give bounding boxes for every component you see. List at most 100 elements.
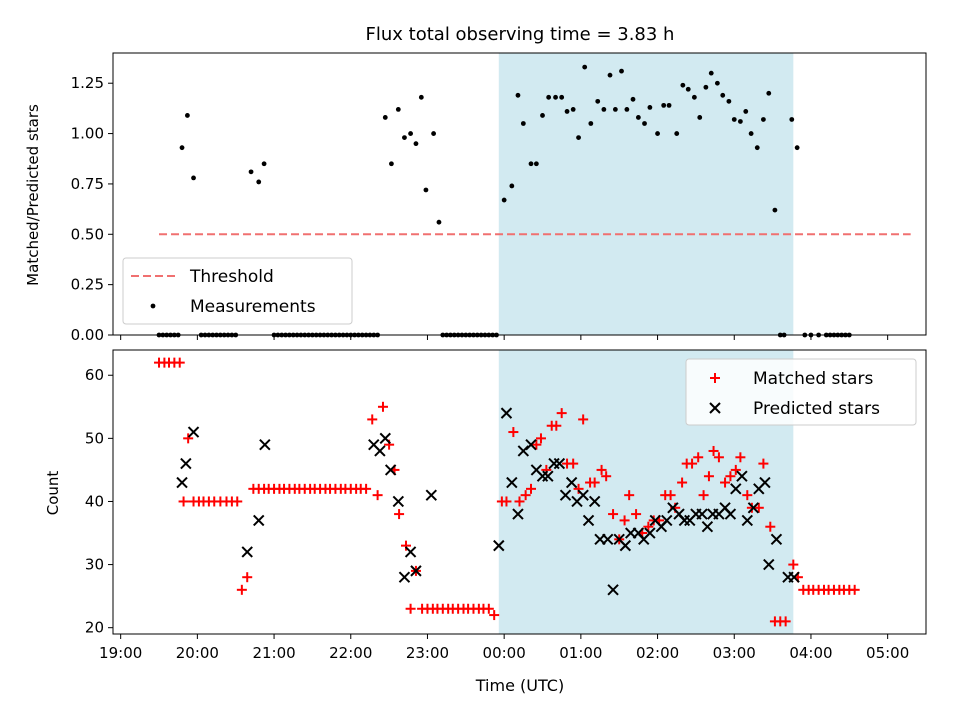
measurement-point <box>553 94 558 100</box>
measurement-point <box>515 92 521 98</box>
legend-plus-marker <box>710 373 720 383</box>
x-marker-b <box>763 558 775 571</box>
x-marker-b <box>525 438 537 451</box>
predicted-point <box>425 489 438 501</box>
matched-point <box>568 458 579 469</box>
predicted-point <box>253 514 265 527</box>
matched-point <box>236 584 247 595</box>
measurement-point <box>619 68 624 74</box>
predicted-point <box>601 533 614 546</box>
predicted-point <box>493 539 505 552</box>
predicted-point <box>500 407 513 419</box>
x-tick-label: 02:00 <box>636 644 679 662</box>
predicted-point <box>241 546 253 558</box>
x-marker-b <box>696 508 708 520</box>
chart-title: Flux total observing time = 3.83 h <box>366 24 675 45</box>
measurement-point <box>528 161 534 167</box>
x-marker-b <box>588 495 601 508</box>
matched-point <box>703 471 714 482</box>
y-tick-label: 40 <box>85 492 104 510</box>
x-marker-b <box>542 470 554 482</box>
matched-point <box>742 490 753 501</box>
x-tick-label: 19:00 <box>99 644 142 662</box>
predicted-point <box>559 489 572 501</box>
measurement-point <box>570 107 576 112</box>
measurement-point <box>720 92 726 98</box>
measurement-point <box>582 64 588 70</box>
measurement-point <box>413 141 419 147</box>
matched-point <box>405 603 416 614</box>
predicted-point <box>759 476 771 489</box>
predicted-point <box>661 514 673 527</box>
measurement-point <box>588 121 594 126</box>
x-tick-label: 20:00 <box>176 644 219 662</box>
matched-point <box>713 452 724 463</box>
measurement-point <box>408 131 413 136</box>
matched-point <box>708 445 719 456</box>
x-marker-b <box>730 483 742 495</box>
predicted-point <box>763 558 775 571</box>
x-marker-b <box>788 571 800 583</box>
x-marker-b <box>667 502 679 514</box>
matched-point <box>643 521 654 532</box>
measurement-point <box>754 145 760 151</box>
measurement-point <box>772 207 778 213</box>
x-marker-b <box>379 432 391 445</box>
measurement-point <box>680 82 686 88</box>
matched-point <box>508 427 519 438</box>
measurement-point <box>697 115 703 120</box>
predicted-point <box>410 565 422 577</box>
x-tick-label: 03:00 <box>713 644 756 662</box>
x-marker-b <box>736 470 748 482</box>
matched-point <box>556 408 567 419</box>
measurement-point <box>708 70 714 76</box>
matched-point <box>601 471 612 482</box>
measurement-point <box>737 119 743 124</box>
y-tick-label: 30 <box>85 556 104 574</box>
matched-point <box>631 509 642 520</box>
measurement-point <box>248 169 254 175</box>
matched-point <box>573 483 584 494</box>
predicted-point <box>553 457 566 470</box>
measurement-point <box>794 145 800 151</box>
x-tick-label: 21:00 <box>252 644 295 662</box>
matched-point <box>551 420 562 431</box>
x-marker-b <box>176 476 188 489</box>
x-tick-label: 22:00 <box>329 644 372 662</box>
x-marker-b <box>410 565 422 577</box>
predicted-point <box>619 539 632 552</box>
matched-point <box>578 414 589 425</box>
measurement-point <box>509 183 515 189</box>
y-tick-label: 1.25 <box>71 74 104 92</box>
x-marker-b <box>724 508 737 520</box>
x-marker-b <box>553 457 566 470</box>
x-marker-b <box>601 533 614 546</box>
matched-point <box>765 521 776 532</box>
predicted-point <box>644 527 656 539</box>
measurement-point <box>395 107 401 112</box>
predicted-point <box>379 432 391 445</box>
y-tick-label: 60 <box>85 366 104 384</box>
measurement-point <box>748 131 754 136</box>
measurement-point <box>612 107 618 112</box>
top-legend: Threshold Measurements <box>122 257 353 325</box>
measurement-point <box>501 197 507 203</box>
x-marker-b <box>530 464 543 476</box>
predicted-point <box>565 476 578 489</box>
measurement-point <box>179 145 185 151</box>
y-tick-label: 0.75 <box>71 175 104 193</box>
x-marker-b <box>661 514 673 527</box>
x-marker-b <box>709 402 721 414</box>
measurement-point <box>559 94 565 100</box>
x-marker-b <box>404 546 417 558</box>
legend-predicted-label: Predicted stars <box>753 399 880 419</box>
matched-point <box>535 433 546 444</box>
legend-measurements-label: Measurements <box>190 297 316 317</box>
predicted-point <box>588 495 601 508</box>
measurement-point <box>714 80 720 86</box>
matched-point <box>489 610 500 621</box>
matched-point <box>753 502 764 513</box>
matched-point <box>367 414 378 425</box>
predicted-point <box>392 495 405 508</box>
top-y-axis-label: Matched/Predicted stars <box>24 104 42 286</box>
